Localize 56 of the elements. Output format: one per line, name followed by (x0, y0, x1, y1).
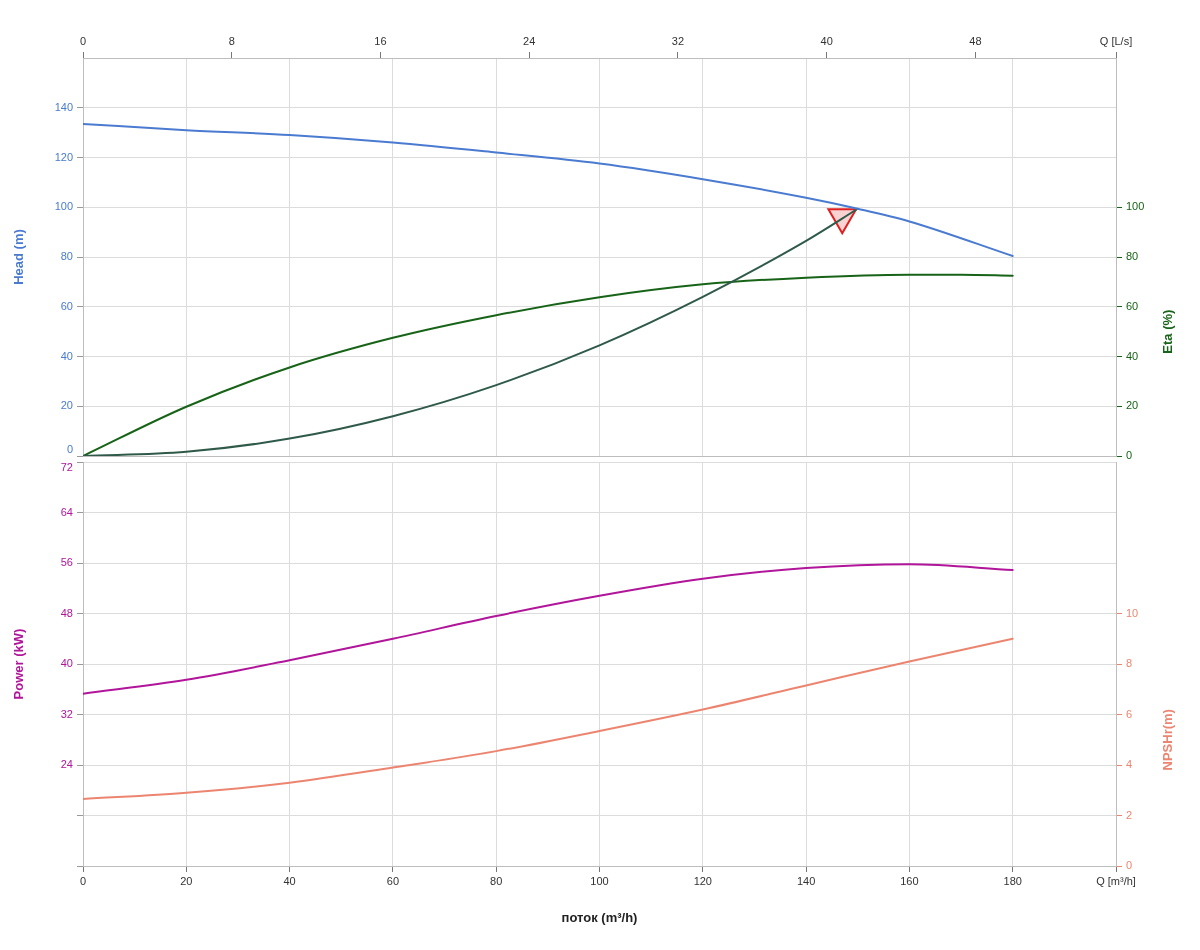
x2-tick-label: 40 (820, 35, 833, 48)
line-series (83, 122, 1014, 258)
y-tick-label: 72 (60, 461, 73, 474)
y-tick-label: 56 (60, 556, 73, 569)
y-tick-label: 32 (60, 707, 73, 720)
x2-tick-label: 16 (374, 35, 387, 48)
line-series (83, 563, 1014, 695)
y-tick-label: 140 (54, 100, 73, 113)
x-tick-label: Q [m³/h] (1096, 874, 1136, 887)
y2-axis-title: Eta (%) (1159, 309, 1175, 354)
y2-tick-label: 60 (1126, 299, 1139, 312)
y2-tick-label: 2 (1126, 808, 1133, 821)
x2-tick-label: 8 (228, 35, 235, 48)
y-tick-label: 40 (60, 349, 73, 362)
y2-tick-label: 0 (1126, 859, 1133, 872)
y2-tick-label: 10 (1126, 606, 1139, 619)
y-tick-label: 80 (60, 250, 73, 263)
y-tick-label: 20 (60, 399, 73, 412)
x-axis-title: поток (m³/h) (561, 909, 638, 925)
line-series (83, 273, 1014, 456)
line-series (83, 637, 1014, 801)
y-tick-label: 0 (66, 443, 73, 456)
y2-axis-title: NPSHr(m) (1159, 709, 1175, 771)
y2-tick-label: 0 (1126, 449, 1133, 462)
y-axis-title: Head (m) (11, 229, 27, 285)
x2-tick-label: 0 (79, 35, 87, 48)
x-tick-label: 60 (386, 874, 400, 887)
x-tick-label: 20 (180, 874, 193, 887)
x-tick-label: 80 (490, 874, 503, 887)
y2-tick-label: 40 (1126, 349, 1139, 362)
x2-tick-label: 24 (523, 35, 536, 48)
x-tick-label: 120 (693, 874, 712, 887)
y2-tick-label: 80 (1126, 250, 1139, 263)
y-tick-label: 60 (60, 299, 73, 312)
x2-tick-label: Q [L/s] (1099, 35, 1133, 48)
x2-tick-label: 32 (671, 35, 685, 48)
y-tick-label: 64 (60, 505, 73, 518)
y2-tick-label: 6 (1126, 707, 1133, 720)
y2-tick-label: 100 (1126, 200, 1145, 213)
x-tick-label: 100 (590, 874, 609, 887)
y-axis-title: Power (kW) (11, 628, 27, 700)
x-tick-label: 180 (1003, 874, 1022, 887)
x-tick-label: 160 (900, 874, 919, 887)
x2-tick-label: 48 (969, 35, 982, 48)
y2-tick-label: 8 (1126, 657, 1133, 670)
y-tick-label: 40 (60, 657, 73, 670)
y-tick-label: 100 (54, 200, 73, 213)
y2-tick-label: 20 (1126, 399, 1139, 412)
x-tick-label: 40 (283, 874, 296, 887)
y-tick-label: 120 (54, 150, 73, 163)
y-tick-label: 24 (60, 758, 73, 771)
line-series (83, 207, 859, 456)
x-tick-label: 0 (79, 874, 87, 887)
y2-tick-label: 4 (1126, 758, 1133, 771)
y-tick-label: 48 (60, 606, 73, 619)
x-tick-label: 140 (796, 874, 816, 887)
